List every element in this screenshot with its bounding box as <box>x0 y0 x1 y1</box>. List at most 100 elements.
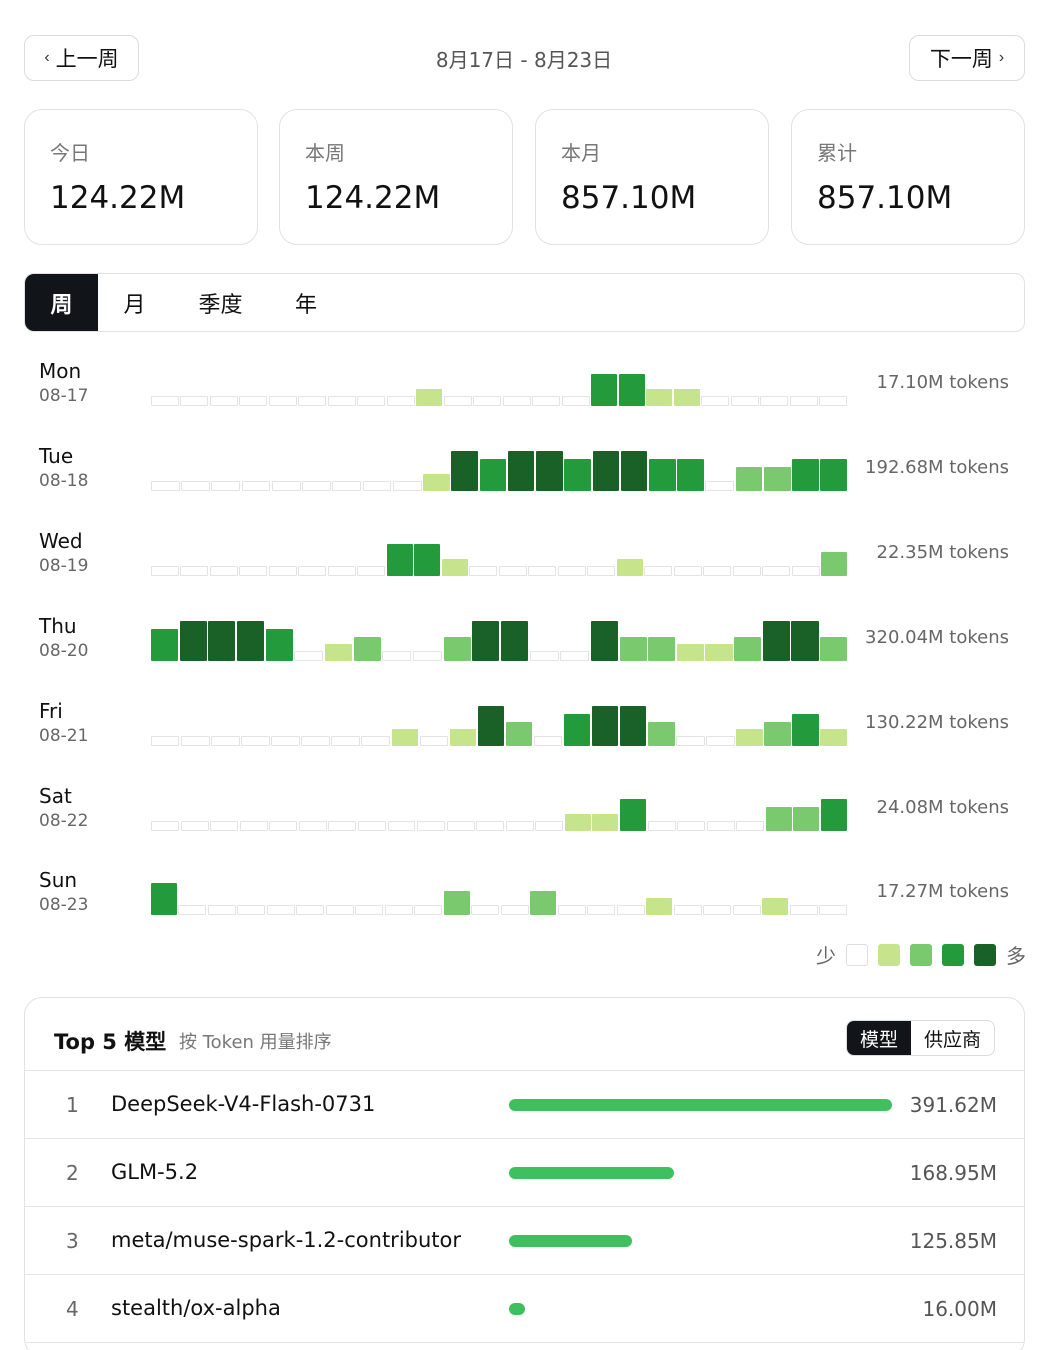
hour-cell[interactable] <box>619 637 647 661</box>
hour-cell[interactable] <box>561 396 590 406</box>
hour-cell[interactable] <box>269 821 298 831</box>
hour-cell[interactable] <box>591 706 619 746</box>
hour-cell[interactable] <box>507 451 535 491</box>
hour-cell[interactable] <box>443 891 470 915</box>
hour-cell[interactable] <box>361 736 390 746</box>
hour-cell[interactable] <box>646 898 673 915</box>
hour-cell[interactable] <box>471 905 500 915</box>
hour-cell[interactable] <box>151 481 180 491</box>
hour-cell[interactable] <box>791 621 819 661</box>
hour-cell[interactable] <box>441 559 468 576</box>
hour-cell[interactable] <box>301 736 330 746</box>
hour-cell[interactable] <box>207 905 236 915</box>
hour-cell[interactable] <box>417 821 446 831</box>
hour-cell[interactable] <box>587 566 616 576</box>
hour-cell[interactable] <box>732 566 761 576</box>
hour-cell[interactable] <box>648 722 675 746</box>
hour-cell[interactable] <box>532 396 561 406</box>
hour-cell[interactable] <box>151 396 179 406</box>
hour-cell[interactable] <box>820 637 848 661</box>
hour-cell[interactable] <box>423 474 450 491</box>
hour-cell[interactable] <box>179 621 207 661</box>
hour-cell[interactable] <box>505 722 533 746</box>
hour-cell[interactable] <box>151 736 180 746</box>
hour-cell[interactable] <box>469 566 498 576</box>
hour-cell[interactable] <box>210 821 239 831</box>
hour-cell[interactable] <box>620 799 646 831</box>
hour-cell[interactable] <box>241 481 271 491</box>
hour-cell[interactable] <box>211 736 240 746</box>
hour-cell[interactable] <box>505 821 534 831</box>
hour-cell[interactable] <box>298 396 327 406</box>
hour-cell[interactable] <box>592 451 620 491</box>
hour-cell[interactable] <box>266 905 295 915</box>
hour-cell[interactable] <box>592 814 619 831</box>
hour-cell[interactable] <box>528 566 557 576</box>
hour-cell[interactable] <box>677 459 704 491</box>
hour-cell[interactable] <box>151 883 177 915</box>
hour-cell[interactable] <box>268 566 297 576</box>
hour-cell[interactable] <box>591 374 618 406</box>
hour-cell[interactable] <box>703 566 732 576</box>
hour-cell[interactable] <box>472 621 500 661</box>
hour-cell[interactable] <box>479 459 507 491</box>
hour-cell[interactable] <box>443 637 471 661</box>
hour-cell[interactable] <box>387 821 416 831</box>
hour-cell[interactable] <box>239 566 268 576</box>
hour-cell[interactable] <box>327 396 356 406</box>
hour-cell[interactable] <box>265 629 293 661</box>
hour-cell[interactable] <box>821 552 848 576</box>
hour-cell[interactable] <box>792 459 819 491</box>
hour-cell[interactable] <box>789 905 818 915</box>
hour-cell[interactable] <box>208 621 236 661</box>
hour-cell[interactable] <box>673 905 702 915</box>
tab-year[interactable]: 年 <box>294 292 317 318</box>
hour-cell[interactable] <box>587 905 616 915</box>
hour-cell[interactable] <box>673 389 700 406</box>
hour-cell[interactable] <box>298 566 327 576</box>
hour-cell[interactable] <box>536 451 563 491</box>
hour-cell[interactable] <box>560 651 590 661</box>
hour-cell[interactable] <box>590 621 618 661</box>
hour-cell[interactable] <box>762 898 789 915</box>
hour-cell[interactable] <box>353 637 381 661</box>
hour-cell[interactable] <box>793 807 820 831</box>
hour-cell[interactable] <box>498 566 527 576</box>
hour-cell[interactable] <box>414 544 441 576</box>
hour-cell[interactable] <box>530 891 557 915</box>
hour-cell[interactable] <box>446 821 475 831</box>
hour-cell[interactable] <box>500 621 528 661</box>
hour-cell[interactable] <box>414 905 443 915</box>
hour-cell[interactable] <box>416 389 443 406</box>
hour-cell[interactable] <box>386 396 415 406</box>
hour-cell[interactable] <box>533 736 563 746</box>
hour-cell[interactable] <box>705 481 735 491</box>
prev-week-button[interactable]: ‹ 上一周 <box>24 35 139 81</box>
hour-cell[interactable] <box>451 451 478 491</box>
hour-cell[interactable] <box>382 651 412 661</box>
hour-cell[interactable] <box>529 651 559 661</box>
hour-cell[interactable] <box>239 396 268 406</box>
hour-cell[interactable] <box>706 736 735 746</box>
hour-cell[interactable] <box>241 736 270 746</box>
hour-cell[interactable] <box>820 729 847 746</box>
hour-cell[interactable] <box>449 729 477 746</box>
hour-cell[interactable] <box>386 544 413 576</box>
hour-cell[interactable] <box>362 481 392 491</box>
model-row[interactable]: 4 stealth/ox-alpha 16.00M <box>25 1274 1024 1342</box>
hour-cell[interactable] <box>819 905 848 915</box>
hour-cell[interactable] <box>327 566 356 576</box>
hour-cell[interactable] <box>477 706 505 746</box>
hour-cell[interactable] <box>763 467 791 491</box>
hour-cell[interactable] <box>820 799 847 831</box>
hour-cell[interactable] <box>180 821 209 831</box>
hour-cell[interactable] <box>648 637 676 661</box>
hour-cell[interactable] <box>677 821 706 831</box>
model-row[interactable]: 1 DeepSeek-V4-Flash-0731 391.62M <box>25 1070 1024 1138</box>
next-week-button[interactable]: 下一周 › <box>909 35 1025 81</box>
hour-cell[interactable] <box>557 566 586 576</box>
hour-cell[interactable] <box>647 821 676 831</box>
hour-cell[interactable] <box>412 651 442 661</box>
hour-cell[interactable] <box>789 396 818 406</box>
hour-cell[interactable] <box>325 905 354 915</box>
